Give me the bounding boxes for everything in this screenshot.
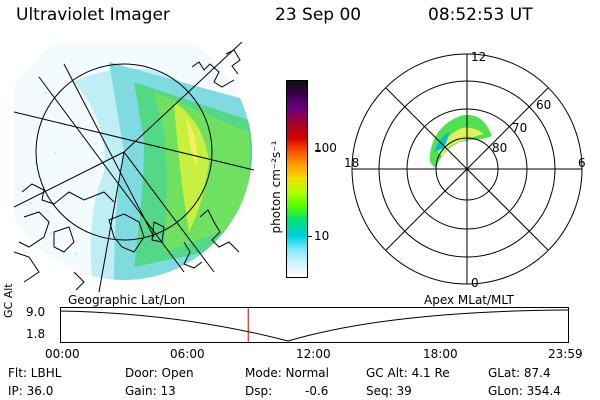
- timeline-xtick-3: 18:00: [423, 347, 458, 361]
- glat-info: GLat: 87.4: [488, 366, 551, 380]
- colorbar: [286, 80, 308, 278]
- dsp-label: Dsp:: [245, 384, 273, 398]
- timeline-xtick-0: 00:00: [45, 347, 80, 361]
- lat-label-70: 70: [512, 121, 527, 135]
- ip-info: IP: 36.0: [8, 384, 54, 398]
- time-label: 08:52:53 UT: [428, 5, 533, 25]
- map-grid: [14, 42, 254, 292]
- colorbar-tick-10: 10: [314, 229, 330, 243]
- lat-label-60: 60: [536, 98, 551, 112]
- altitude-curve: [60, 309, 569, 342]
- timeline-ytick-bottom: 1.8: [26, 327, 46, 341]
- gc-alt-info: GC Alt: 4.1 Re: [366, 366, 450, 380]
- timeline-xtick-2: 12:00: [296, 347, 331, 361]
- mlt-label-0: 0: [471, 276, 479, 290]
- timeline-xtick-1: 06:00: [170, 347, 205, 361]
- timeline-xtick-4: 23:59: [548, 347, 583, 361]
- colorbar-tick-100: 100: [314, 141, 337, 155]
- dsp-value: -0.6: [305, 384, 329, 398]
- polar-plot: 12 18 6 0 60 70 80: [344, 50, 586, 290]
- door-info: Door: Open: [125, 366, 194, 380]
- map-label-geographic: Geographic Lat/Lon: [68, 293, 186, 307]
- geographic-map: [14, 42, 254, 292]
- colorbar-tick-mark-100: [315, 150, 321, 159]
- glon-info: GLon: 354.4: [488, 384, 561, 398]
- date-label: 23 Sep 00: [275, 5, 362, 25]
- colorbar-tick-mark-10: [307, 236, 312, 237]
- mlt-label-18: 18: [344, 156, 359, 170]
- gain-info: Gain: 13: [125, 384, 176, 398]
- instrument-title: Ultraviolet Imager: [16, 5, 170, 25]
- seq-info: Seq: 39: [366, 384, 412, 398]
- timeline-ylabel: GC Alt: [2, 283, 15, 318]
- mode-info: Mode: Normal: [245, 366, 329, 380]
- mlt-label-6: 6: [578, 156, 586, 170]
- polar-label-apex: Apex MLat/MLT: [424, 293, 514, 307]
- timeline-plot: [60, 307, 569, 343]
- colorbar-unit-label: photon cm⁻²s⁻¹: [269, 140, 283, 234]
- timeline-ytick-top: 9.0: [26, 305, 46, 319]
- lat-label-80: 80: [492, 141, 507, 155]
- coastlines: [14, 49, 241, 291]
- auroral-oval: [429, 114, 492, 168]
- auroral-image: [14, 42, 252, 280]
- mlt-label-12: 12: [471, 50, 486, 64]
- filter-info: Flt: LBHL: [8, 366, 62, 380]
